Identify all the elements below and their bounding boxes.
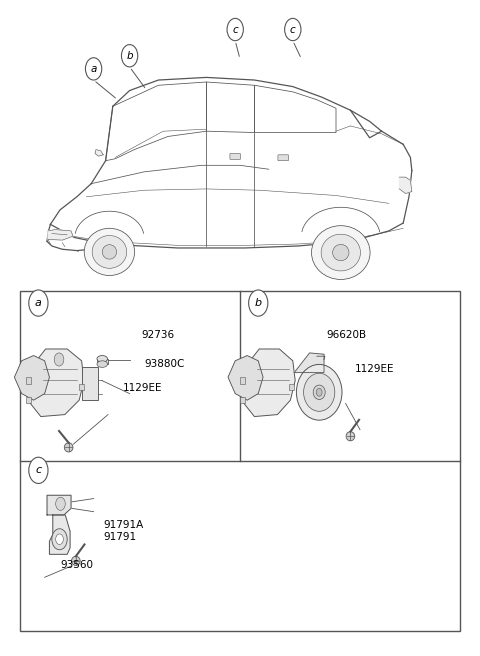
Text: b: b xyxy=(255,298,262,308)
Ellipse shape xyxy=(97,361,108,367)
FancyBboxPatch shape xyxy=(97,359,108,364)
FancyBboxPatch shape xyxy=(240,397,245,403)
FancyBboxPatch shape xyxy=(278,155,288,161)
Text: 93880C: 93880C xyxy=(144,359,184,369)
Text: 1129EE: 1129EE xyxy=(122,383,162,394)
Ellipse shape xyxy=(313,385,325,400)
Circle shape xyxy=(29,290,48,316)
Ellipse shape xyxy=(312,226,370,279)
Polygon shape xyxy=(399,177,412,194)
Ellipse shape xyxy=(97,356,108,362)
FancyBboxPatch shape xyxy=(230,154,240,159)
Text: a: a xyxy=(35,298,42,308)
Circle shape xyxy=(85,58,102,80)
Circle shape xyxy=(316,388,322,396)
FancyBboxPatch shape xyxy=(26,397,31,403)
Polygon shape xyxy=(95,150,103,156)
Polygon shape xyxy=(48,230,73,240)
Text: 1129EE: 1129EE xyxy=(355,363,395,374)
Text: c: c xyxy=(290,24,296,35)
Polygon shape xyxy=(242,349,295,417)
Text: 92736: 92736 xyxy=(142,329,175,340)
Text: c: c xyxy=(232,24,238,35)
Polygon shape xyxy=(228,356,263,400)
Ellipse shape xyxy=(321,234,360,271)
Polygon shape xyxy=(49,515,70,554)
Polygon shape xyxy=(47,495,71,515)
FancyBboxPatch shape xyxy=(79,384,84,390)
Text: 93560: 93560 xyxy=(60,560,93,571)
Text: a: a xyxy=(90,64,97,74)
Ellipse shape xyxy=(346,432,355,441)
FancyBboxPatch shape xyxy=(26,377,31,384)
Text: 91791: 91791 xyxy=(103,531,136,542)
Ellipse shape xyxy=(72,556,80,565)
Ellipse shape xyxy=(102,245,117,259)
Text: 96620B: 96620B xyxy=(326,329,367,340)
Ellipse shape xyxy=(84,228,134,276)
FancyBboxPatch shape xyxy=(240,377,245,384)
Circle shape xyxy=(227,18,243,41)
Ellipse shape xyxy=(333,245,349,260)
Text: 91791A: 91791A xyxy=(103,520,144,530)
Circle shape xyxy=(29,457,48,483)
Circle shape xyxy=(249,290,268,316)
Text: c: c xyxy=(36,465,41,476)
Circle shape xyxy=(56,497,65,510)
Ellipse shape xyxy=(92,236,127,268)
Ellipse shape xyxy=(297,365,342,420)
Circle shape xyxy=(52,529,67,550)
Polygon shape xyxy=(14,356,49,400)
Polygon shape xyxy=(29,349,84,417)
Polygon shape xyxy=(82,367,98,400)
Ellipse shape xyxy=(304,373,335,411)
Circle shape xyxy=(285,18,301,41)
Polygon shape xyxy=(294,353,324,373)
Circle shape xyxy=(121,45,138,67)
FancyBboxPatch shape xyxy=(289,384,294,390)
Text: b: b xyxy=(126,51,133,61)
Circle shape xyxy=(56,534,63,544)
Ellipse shape xyxy=(64,443,73,452)
Circle shape xyxy=(54,353,64,366)
